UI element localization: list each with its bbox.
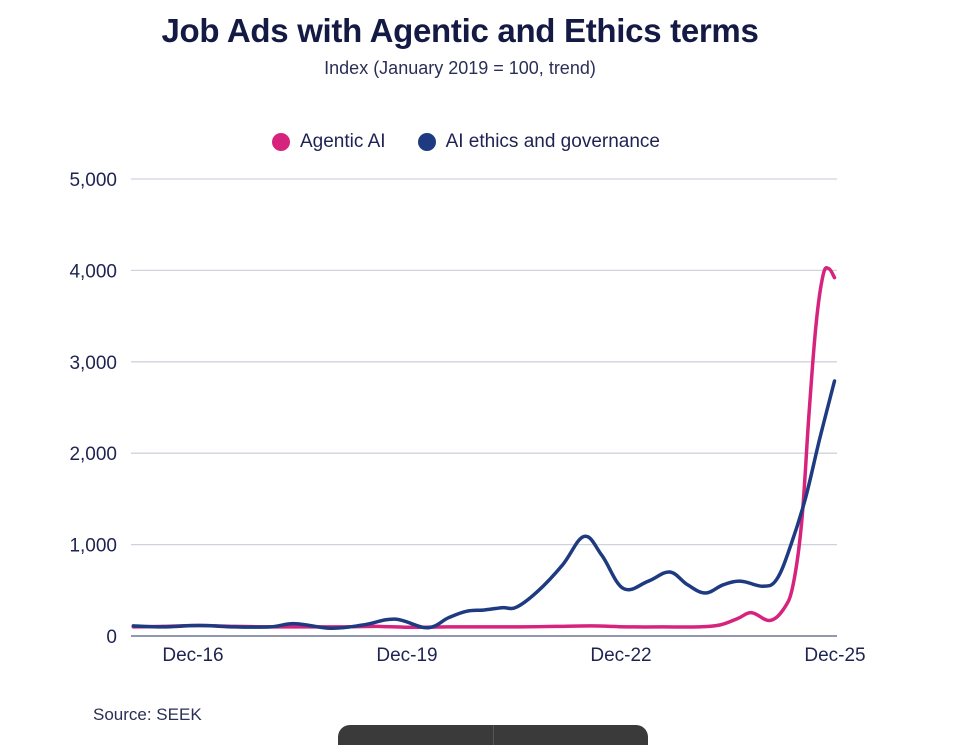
x-tick-label: Dec-25 <box>804 645 865 666</box>
y-tick-label: 0 <box>106 627 117 648</box>
y-tick-label: 3,000 <box>69 353 117 374</box>
x-tick-label: Dec-19 <box>376 645 437 666</box>
legend-item-ai-ethics: AI ethics and governance <box>417 131 660 153</box>
legend-marker-agentic-ai <box>272 133 290 151</box>
legend-label-agentic-ai: Agentic AI <box>300 131 386 152</box>
x-tick-label: Dec-16 <box>162 645 223 666</box>
chart-subtitle: Index (January 2019 = 100, trend) <box>324 58 596 78</box>
toolbar-segment-left[interactable] <box>338 725 494 745</box>
legend-label-ai-ethics: AI ethics and governance <box>445 131 660 152</box>
legend-item-agentic-ai: Agentic AI <box>272 131 386 153</box>
series-line-ai-ethics <box>131 379 837 630</box>
y-axis-ticks: 0 1,000 2,000 3,000 4,000 5,000 <box>69 170 117 648</box>
y-tick-label: 2,000 <box>69 444 117 465</box>
chart-title: Job Ads with Agentic and Ethics terms <box>161 12 759 49</box>
toolbar-segment-right[interactable] <box>494 725 649 745</box>
source-note: Source: SEEK <box>93 705 202 724</box>
x-tick-label: Dec-22 <box>590 645 651 666</box>
legend-marker-ai-ethics <box>417 133 436 151</box>
legend: Agentic AI AI ethics and governance <box>272 131 692 153</box>
y-tick-label: 1,000 <box>69 536 117 557</box>
gridlines <box>131 178 837 637</box>
series-lines <box>131 265 837 630</box>
y-tick-label: 4,000 <box>69 261 117 282</box>
bottom-toolbar[interactable] <box>338 725 648 745</box>
x-axis-ticks: Dec-16 Dec-19 Dec-22 Dec-25 <box>162 645 865 666</box>
series-line-agentic-ai <box>131 265 837 630</box>
y-tick-label: 5,000 <box>69 170 117 191</box>
